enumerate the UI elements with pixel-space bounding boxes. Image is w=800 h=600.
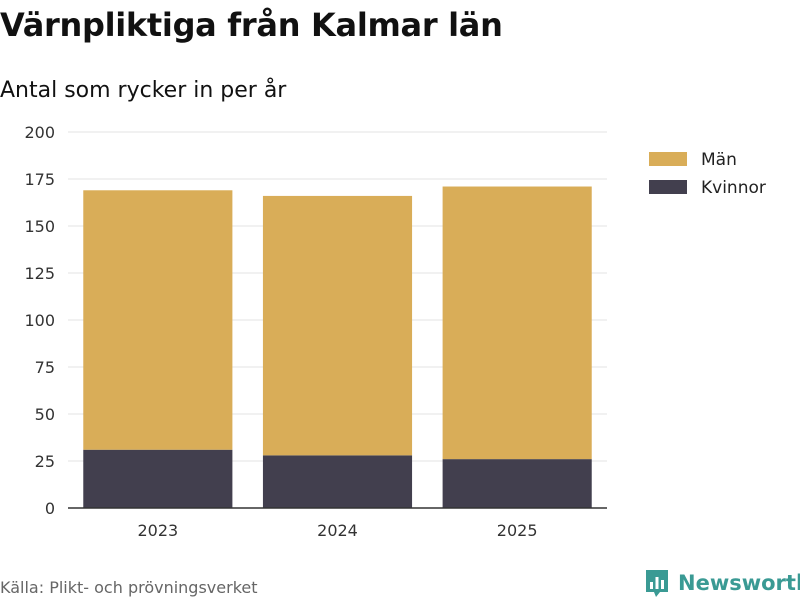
bars	[83, 186, 592, 508]
y-tick-label: 0	[45, 499, 55, 518]
bar-kvinnor-2024	[262, 455, 413, 508]
bar-män-2025	[442, 186, 592, 460]
y-tick-label: 100	[24, 311, 55, 330]
bar-kvinnor-2023	[83, 449, 233, 508]
brand-name: Newsworthy	[678, 571, 800, 595]
y-tick-label: 25	[35, 452, 55, 471]
y-tick-label: 50	[35, 405, 55, 424]
axes: 0 25 50 75 100 125 150 175 200 2023 2024 2025	[24, 123, 607, 540]
legend-label-män: Män	[701, 150, 737, 170]
chart-subtitle: Antal som rycker in per år	[0, 78, 287, 103]
bar-kvinnor-2025	[442, 459, 592, 508]
bar-män-2023	[83, 190, 233, 450]
source-note: Källa: Plikt- och prövningsverket	[0, 578, 258, 597]
y-tick-label: 125	[24, 264, 55, 283]
legend-swatch-män	[649, 152, 687, 166]
y-tick-label: 200	[24, 123, 55, 142]
x-tick-label: 2025	[497, 521, 538, 540]
y-tick-label: 75	[35, 358, 55, 377]
stacked-bar-chart: 0 25 50 75 100 125 150 175 200 2023 2024 2025 Män Kv…	[24, 123, 766, 540]
legend-swatch-kvinnor	[649, 180, 687, 194]
chart-title: Värnpliktiga från Kalmar län	[0, 6, 503, 44]
x-tick-label: 2023	[137, 521, 178, 540]
y-tick-label: 150	[24, 217, 55, 236]
bar-män-2024	[262, 195, 413, 456]
newsworthy-logo-icon	[646, 570, 668, 597]
y-tick-label: 175	[24, 170, 55, 189]
legend-label-kvinnor: Kvinnor	[701, 178, 766, 198]
legend: Män Kvinnor	[649, 150, 766, 198]
brand-logo[interactable]: Newsworthy	[644, 568, 800, 598]
x-tick-label: 2024	[317, 521, 358, 540]
